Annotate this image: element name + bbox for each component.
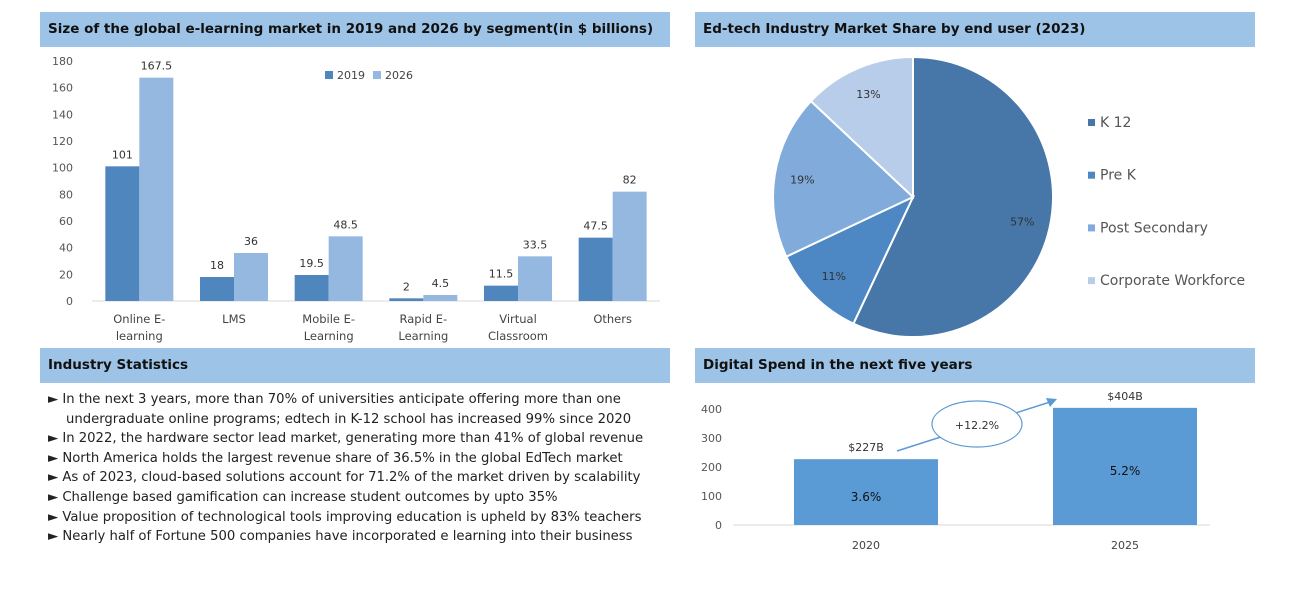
y-tick-label: 100 bbox=[52, 162, 73, 175]
stat-item: ► In the next 3 years, more than 70% of … bbox=[48, 392, 621, 407]
pie-slice bbox=[809, 55, 914, 200]
y-tick-label: 300 bbox=[701, 432, 722, 445]
stat-item: ► Nearly half of Fortune 500 companies h… bbox=[48, 529, 633, 545]
data-label: 36 bbox=[244, 235, 258, 248]
data-label: 4.5 bbox=[432, 277, 450, 290]
x-tick-label: 2025 bbox=[1111, 539, 1139, 552]
pie-slice bbox=[784, 194, 916, 326]
stats-list: ► In the next 3 years, more than 70% of … bbox=[48, 390, 643, 547]
data-label: 48.5 bbox=[333, 218, 358, 231]
value-label: $404B bbox=[1107, 390, 1143, 403]
stats-header: Industry Statistics bbox=[40, 348, 670, 383]
x-tick-label: LMS bbox=[222, 312, 246, 326]
y-tick-label: 0 bbox=[715, 519, 722, 532]
pie-slice bbox=[852, 55, 1054, 338]
x-tick-label: Mobile E- bbox=[302, 312, 355, 326]
y-tick-label: 120 bbox=[52, 135, 73, 148]
bar bbox=[794, 459, 938, 525]
legend-label: Corporate Workforce bbox=[1100, 273, 1245, 289]
y-tick-label: 80 bbox=[59, 188, 73, 201]
data-label: 2 bbox=[403, 280, 410, 293]
x-tick-label: Rapid E- bbox=[400, 312, 448, 326]
data-label: 33.5 bbox=[523, 238, 548, 251]
arrow-head-icon bbox=[1046, 398, 1057, 407]
bar-2026 bbox=[234, 253, 268, 301]
stat-item: ► North America holds the largest revenu… bbox=[48, 450, 623, 466]
bar-2019 bbox=[105, 166, 140, 301]
y-tick-label: 140 bbox=[52, 108, 73, 121]
stat-item: ► Challenge based gamification can incre… bbox=[48, 489, 558, 505]
legend-swatch bbox=[1088, 171, 1095, 179]
stat-item: ► As of 2023, cloud-based solutions acco… bbox=[48, 470, 641, 486]
market-chart-header: Size of the global e-learning market in … bbox=[40, 12, 670, 47]
data-label: 101 bbox=[112, 148, 133, 161]
x-tick-label: Learning bbox=[398, 329, 448, 343]
legend-swatch bbox=[1088, 224, 1095, 232]
bar-2026 bbox=[328, 236, 363, 301]
data-label: 19.5 bbox=[299, 257, 324, 270]
y-tick-label: 40 bbox=[59, 242, 73, 255]
data-label: 18 bbox=[210, 259, 224, 272]
y-tick-label: 160 bbox=[52, 82, 73, 95]
legend-label: 2026 bbox=[385, 69, 413, 82]
bar-2019 bbox=[389, 298, 424, 301]
legend-label: Pre K bbox=[1100, 168, 1137, 184]
data-label: 167.5 bbox=[141, 60, 173, 73]
data-label: 82 bbox=[623, 174, 637, 187]
bar-2026 bbox=[518, 256, 552, 301]
slice-label: 11% bbox=[822, 270, 846, 283]
value-label: $227B bbox=[848, 441, 884, 454]
x-tick-label: Learning bbox=[304, 329, 354, 343]
y-tick-label: 20 bbox=[59, 268, 73, 281]
inner-label: 3.6% bbox=[851, 490, 882, 504]
slice-label: 57% bbox=[1010, 215, 1034, 228]
x-tick-label: Classroom bbox=[488, 329, 548, 343]
bar-2019 bbox=[200, 277, 234, 301]
pie-slice bbox=[772, 99, 915, 258]
y-tick-label: 100 bbox=[701, 490, 722, 503]
slice-label: 13% bbox=[856, 88, 880, 101]
x-tick-label: Online E- bbox=[113, 312, 165, 326]
x-tick-label: 2020 bbox=[852, 539, 880, 552]
x-tick-label: Virtual bbox=[499, 312, 537, 326]
legend-label: K 12 bbox=[1100, 115, 1131, 131]
bar-2019 bbox=[484, 285, 518, 301]
x-tick-label: Others bbox=[593, 312, 632, 326]
stat-item: ► Value proposition of technological too… bbox=[48, 509, 642, 525]
bar-2019 bbox=[294, 275, 329, 301]
y-tick-label: 200 bbox=[701, 461, 722, 474]
growth-bubble bbox=[931, 400, 1023, 448]
legend-swatch bbox=[325, 71, 333, 79]
bar-2019 bbox=[578, 237, 613, 301]
bar-2026 bbox=[423, 295, 458, 301]
y-tick-label: 400 bbox=[701, 403, 722, 416]
data-label: 11.5 bbox=[489, 268, 514, 281]
stat-item: undergraduate online programs; edtech in… bbox=[66, 411, 632, 427]
legend-label: 2019 bbox=[337, 69, 365, 82]
y-tick-label: 180 bbox=[52, 55, 73, 68]
legend-swatch bbox=[373, 71, 381, 79]
spend-chart-header: Digital Spend in the next five years bbox=[695, 348, 1255, 383]
bar-2026 bbox=[139, 77, 174, 302]
bar bbox=[1053, 407, 1197, 525]
legend-label: Post Secondary bbox=[1100, 220, 1208, 236]
bar-2026 bbox=[612, 191, 647, 301]
growth-label: +12.2% bbox=[955, 419, 999, 432]
legend-swatch bbox=[1088, 277, 1095, 285]
x-tick-label: learning bbox=[116, 329, 163, 343]
inner-label: 5.2% bbox=[1110, 464, 1141, 478]
y-tick-label: 0 bbox=[66, 295, 73, 308]
slice-label: 19% bbox=[790, 173, 814, 186]
share-chart-header: Ed-tech Industry Market Share by end use… bbox=[695, 12, 1255, 47]
stat-item: ► In 2022, the hardware sector lead mark… bbox=[48, 431, 644, 447]
data-label: 47.5 bbox=[583, 220, 608, 233]
legend-swatch bbox=[1088, 119, 1095, 126]
y-tick-label: 60 bbox=[59, 215, 73, 228]
